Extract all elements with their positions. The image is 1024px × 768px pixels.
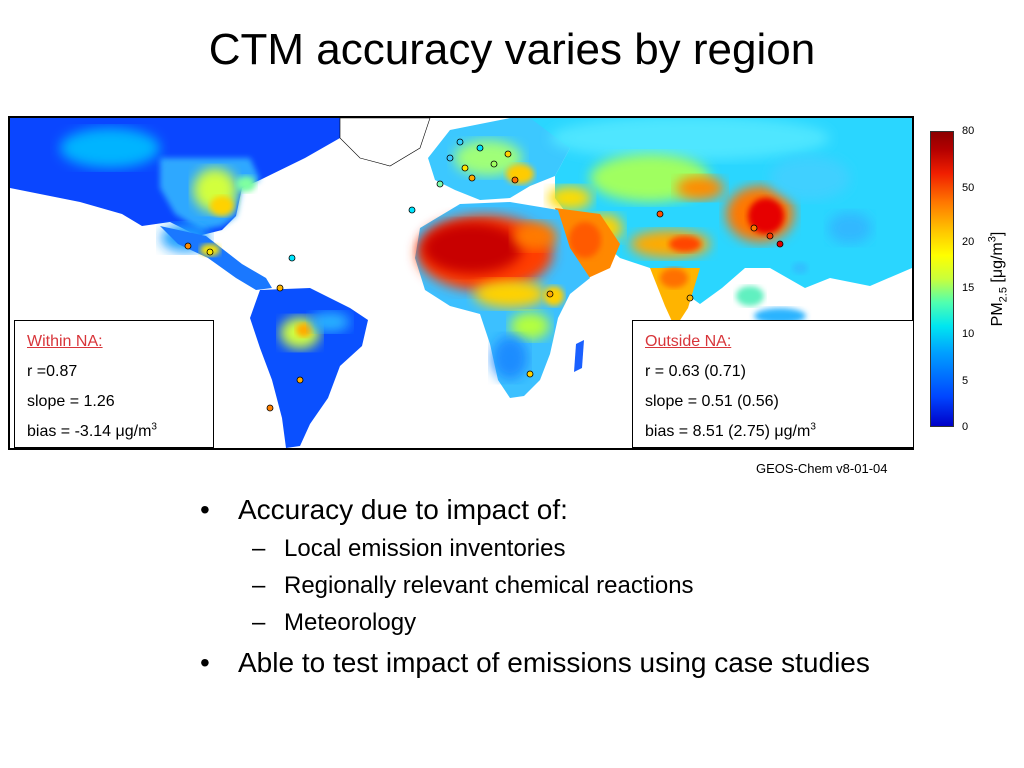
sub-bullet-item: – Local emission inventories	[200, 530, 900, 567]
colorbar-label: PM2.5 [μg/m3]	[987, 232, 1010, 327]
monitoring-sites	[184, 138, 784, 412]
sub-bullet-item: – Meteorology	[200, 604, 900, 641]
central-america	[160, 226, 272, 290]
outside-na-bias-exp: 3	[810, 421, 816, 433]
colorbar-label-exp: 3	[986, 236, 999, 243]
colorbar-tick-0: 0	[962, 421, 969, 433]
colorbar-label-close: ]	[989, 231, 1007, 237]
sub-bullet-item: – Regionally relevant chemical reactions	[200, 567, 900, 604]
europe-landmass	[428, 118, 570, 200]
within-na-header: Within NA:	[27, 333, 103, 350]
dash-glyph: –	[252, 572, 266, 599]
outside-na-header: Outside NA:	[645, 333, 732, 350]
outside-na-r: r = 0.63 (0.71)	[645, 363, 746, 380]
outside-na-stats: Outside NA: r = 0.63 (0.71) slope = 0.51…	[632, 320, 914, 448]
sub-bullet-text-inventories: Local emission inventories	[284, 535, 566, 562]
asia-landmass	[530, 118, 912, 304]
south-america-landmass	[250, 288, 368, 448]
bullet-glyph: •	[200, 647, 210, 678]
dash-glyph: –	[252, 609, 266, 636]
colorbar-tick-10: 10	[962, 328, 975, 340]
bullet-text-case-studies: Able to test impact of emissions using c…	[238, 647, 870, 678]
bullet-glyph: •	[200, 494, 210, 525]
greenland	[339, 118, 431, 167]
slide-title: CTM accuracy varies by region	[208, 25, 816, 74]
sub-bullet-text-meteorology: Meteorology	[284, 609, 417, 636]
africa-landmass	[415, 202, 590, 398]
bullet-item: • Able to test impact of emissions using…	[200, 645, 900, 681]
colorbar-tick-50: 50	[962, 182, 975, 194]
within-na-bias-text: bias = -3.14 μg/m	[27, 423, 152, 440]
outside-na-slope: slope = 0.51 (0.56)	[645, 393, 779, 410]
outside-na-bias: bias = 8.51 (2.75) μg/m3	[645, 417, 901, 447]
bullet-text-accuracy: Accuracy due to impact of:	[238, 494, 568, 525]
model-credit: GEOS-Chem v8-01-04	[756, 461, 888, 476]
within-na-bias: bias = -3.14 μg/m3	[27, 417, 201, 447]
sub-bullet-text-reactions: Regionally relevant chemical reactions	[284, 572, 694, 599]
within-na-bias-exp: 3	[151, 421, 157, 433]
bullet-item: • Accuracy due to impact of:	[200, 492, 900, 528]
bullet-list: • Accuracy due to impact of: – Local emi…	[200, 492, 900, 683]
pm25-colorbar	[930, 131, 954, 427]
colorbar-tick-15: 15	[962, 282, 975, 294]
outside-na-bias-text: bias = 8.51 (2.75) μg/m	[645, 423, 811, 440]
colorbar-tick-5: 5	[962, 375, 969, 387]
colorbar-tick-80: 80	[962, 125, 975, 137]
north-america-landmass	[10, 118, 340, 252]
colorbar-tick-20: 20	[962, 236, 975, 248]
within-na-slope: slope = 1.26	[27, 393, 115, 410]
madagascar	[574, 340, 584, 372]
within-na-r: r =0.87	[27, 363, 78, 380]
dash-glyph: –	[252, 535, 266, 562]
colorbar-label-sub: 2.5	[997, 287, 1010, 303]
within-na-stats: Within NA: r =0.87 slope = 1.26 bias = -…	[14, 320, 214, 448]
colorbar-label-unit: [μg/m	[989, 242, 1007, 288]
colorbar-label-main: PM	[989, 302, 1007, 327]
